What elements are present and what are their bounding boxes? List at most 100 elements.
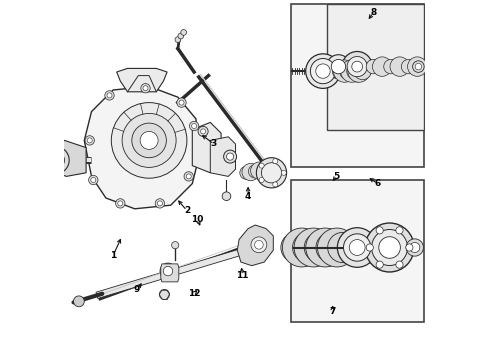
Circle shape	[175, 37, 181, 42]
Circle shape	[155, 199, 164, 208]
Circle shape	[406, 239, 423, 256]
Circle shape	[326, 55, 349, 78]
Circle shape	[339, 63, 356, 80]
Circle shape	[132, 123, 166, 158]
Circle shape	[73, 296, 84, 307]
Circle shape	[160, 263, 176, 279]
Circle shape	[292, 233, 322, 263]
Circle shape	[371, 230, 407, 266]
Circle shape	[375, 227, 383, 234]
Circle shape	[179, 100, 183, 105]
Circle shape	[140, 131, 158, 149]
Circle shape	[122, 113, 176, 167]
Circle shape	[178, 33, 183, 39]
Circle shape	[259, 161, 276, 178]
Circle shape	[317, 228, 356, 267]
Bar	[290, 4, 423, 167]
Circle shape	[239, 166, 252, 179]
Circle shape	[310, 58, 335, 84]
Circle shape	[375, 261, 383, 268]
Circle shape	[242, 163, 259, 181]
Circle shape	[332, 63, 349, 80]
Circle shape	[189, 121, 199, 131]
Polygon shape	[96, 245, 254, 298]
Circle shape	[222, 192, 230, 201]
Circle shape	[305, 54, 340, 88]
Circle shape	[337, 228, 376, 267]
Circle shape	[342, 51, 371, 82]
Polygon shape	[210, 137, 235, 176]
Text: 10: 10	[191, 215, 203, 224]
Circle shape	[257, 163, 269, 176]
Circle shape	[104, 91, 114, 100]
Circle shape	[366, 244, 373, 251]
Circle shape	[330, 59, 345, 74]
Circle shape	[405, 244, 412, 251]
Circle shape	[200, 129, 205, 134]
Circle shape	[315, 233, 346, 263]
Circle shape	[407, 57, 426, 76]
Circle shape	[272, 182, 277, 187]
Circle shape	[191, 123, 196, 129]
Circle shape	[254, 240, 263, 249]
Circle shape	[333, 60, 355, 82]
Circle shape	[46, 151, 64, 169]
Circle shape	[282, 228, 321, 267]
Bar	[326, 4, 423, 130]
Text: 5: 5	[332, 172, 339, 181]
Polygon shape	[237, 225, 273, 266]
Circle shape	[183, 172, 193, 181]
Polygon shape	[192, 122, 221, 173]
Circle shape	[412, 61, 423, 72]
Polygon shape	[117, 68, 167, 92]
Circle shape	[366, 59, 380, 74]
Text: 12: 12	[187, 289, 200, 298]
Circle shape	[186, 174, 191, 179]
Circle shape	[250, 237, 266, 253]
Circle shape	[372, 57, 391, 76]
Circle shape	[346, 63, 363, 80]
Circle shape	[115, 199, 125, 208]
Circle shape	[353, 63, 370, 80]
Circle shape	[414, 63, 421, 70]
Circle shape	[383, 59, 397, 74]
Circle shape	[281, 170, 285, 175]
Text: 8: 8	[369, 8, 376, 17]
Circle shape	[87, 138, 92, 143]
Circle shape	[157, 201, 162, 206]
Text: 9: 9	[133, 285, 140, 294]
Circle shape	[226, 153, 233, 160]
Circle shape	[348, 240, 365, 256]
Circle shape	[261, 163, 281, 183]
Circle shape	[223, 150, 236, 163]
Text: 11: 11	[236, 271, 248, 280]
Polygon shape	[57, 140, 86, 176]
Circle shape	[198, 126, 208, 136]
Text: 7: 7	[329, 307, 335, 316]
Circle shape	[171, 242, 179, 249]
Circle shape	[118, 201, 122, 206]
Circle shape	[272, 159, 277, 164]
Text: 3: 3	[210, 139, 217, 148]
Circle shape	[141, 84, 150, 93]
Circle shape	[91, 177, 96, 183]
Circle shape	[259, 163, 264, 168]
Circle shape	[378, 237, 400, 258]
Text: 6: 6	[374, 179, 380, 188]
Circle shape	[327, 233, 357, 263]
Circle shape	[248, 165, 261, 178]
Circle shape	[250, 162, 267, 179]
Circle shape	[304, 233, 334, 263]
Text: 2: 2	[183, 206, 190, 215]
Circle shape	[395, 227, 402, 234]
Circle shape	[181, 30, 186, 35]
Circle shape	[163, 266, 172, 276]
Circle shape	[280, 233, 310, 263]
Circle shape	[142, 86, 148, 91]
Circle shape	[256, 158, 286, 188]
Circle shape	[346, 57, 366, 77]
Circle shape	[88, 175, 98, 185]
Circle shape	[42, 147, 69, 174]
Circle shape	[365, 223, 413, 272]
Text: 4: 4	[244, 192, 251, 201]
